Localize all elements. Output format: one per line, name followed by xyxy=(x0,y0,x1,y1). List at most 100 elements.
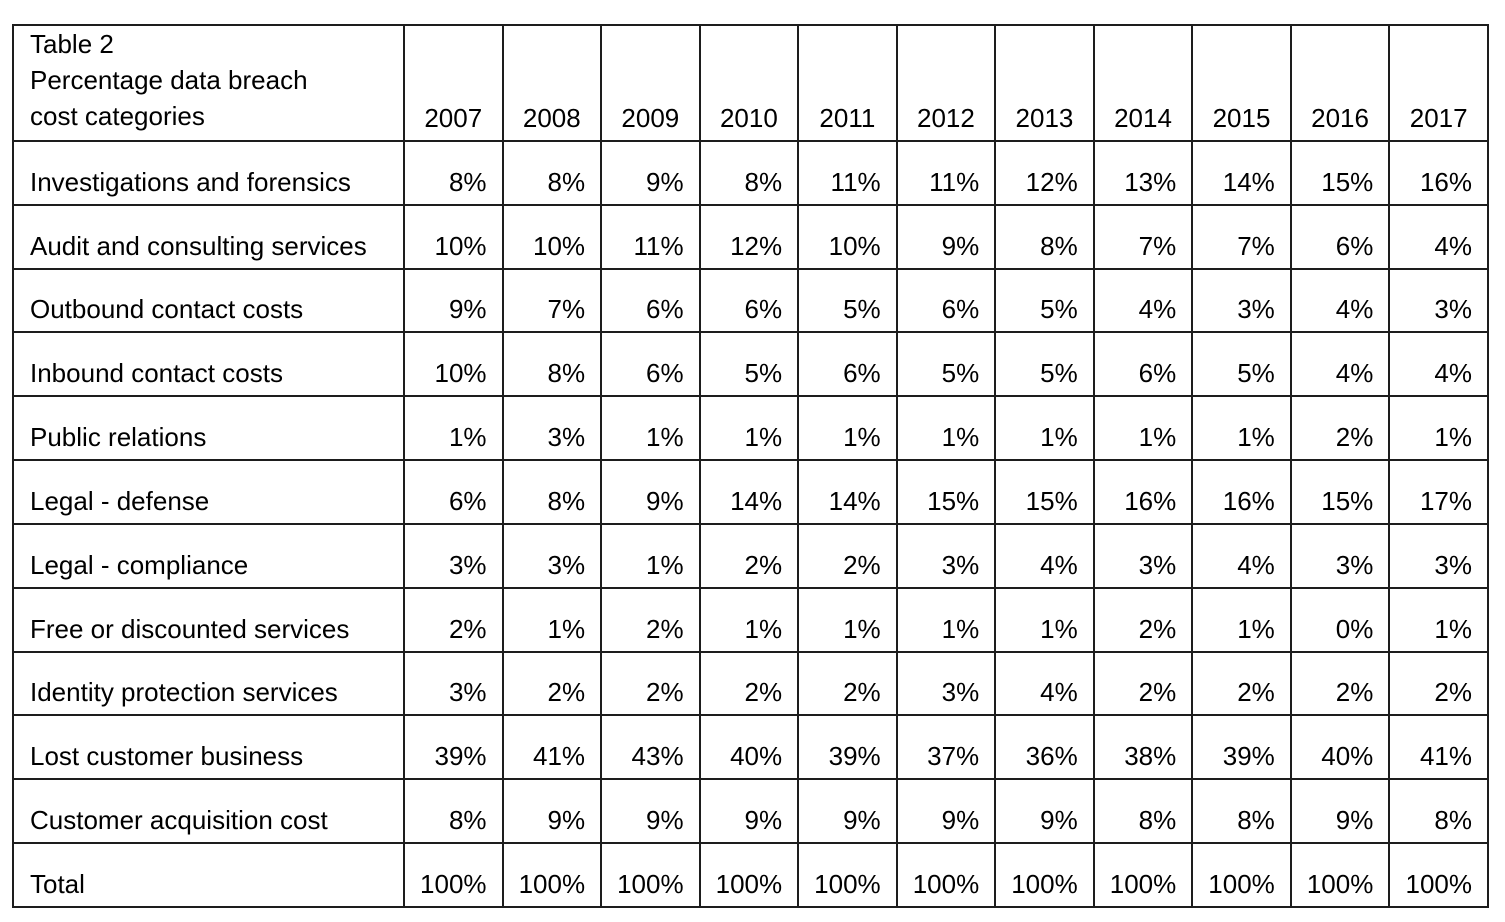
cell-value: 6% xyxy=(600,267,701,334)
cell-value: 7% xyxy=(501,267,603,334)
cell-value: 5% xyxy=(994,331,1095,398)
cell-value: 9% xyxy=(895,778,997,845)
table-row: Identity protection services 3% 2% 2% 2% 2% 3%… xyxy=(12,650,1489,717)
cell-value: 9% xyxy=(895,203,997,270)
cell-value: 8% xyxy=(1388,778,1489,845)
cell-value: 4% xyxy=(994,522,1095,589)
cell-value: 9% xyxy=(501,778,603,845)
table-row: Legal - compliance 3% 3% 1% 2% 2% 3% 4% 3% 4% 3% 3% xyxy=(12,522,1489,589)
cell-value: 1% xyxy=(1191,395,1292,462)
cell-value: 100% xyxy=(1092,842,1194,908)
column-header-2013: 2013 xyxy=(994,24,1095,142)
cell-value: 12% xyxy=(698,203,800,270)
table-row: Inbound contact costs 10% 8% 6% 5% 6% 5% 5% 6% 5%… xyxy=(12,331,1489,398)
cell-value: 4% xyxy=(1388,203,1489,270)
cell-value: 2% xyxy=(1289,395,1391,462)
cell-value: 40% xyxy=(698,714,800,781)
cell-value: 8% xyxy=(1092,778,1194,845)
cell-value: 41% xyxy=(1388,714,1489,781)
cell-value: 1% xyxy=(994,395,1095,462)
cell-value: 100% xyxy=(994,842,1095,908)
cell-value: 1% xyxy=(698,586,800,653)
cell-value: 2% xyxy=(797,522,898,589)
row-label: Legal - compliance xyxy=(12,522,405,589)
cell-value: 3% xyxy=(895,522,997,589)
column-header-2010: 2010 xyxy=(698,24,800,142)
column-header-2008: 2008 xyxy=(501,24,603,142)
cell-value: 9% xyxy=(1289,778,1391,845)
row-label: Identity protection services xyxy=(12,650,405,717)
row-label: Lost customer business xyxy=(12,714,405,781)
cell-value: 36% xyxy=(994,714,1095,781)
cell-value: 3% xyxy=(1092,522,1194,589)
cell-value: 8% xyxy=(403,140,504,206)
cell-value: 5% xyxy=(994,267,1095,334)
column-header-2015: 2015 xyxy=(1191,24,1292,142)
cell-value: 5% xyxy=(698,331,800,398)
cell-value: 11% xyxy=(797,140,898,206)
cell-value: 9% xyxy=(797,778,898,845)
cell-value: 1% xyxy=(1388,395,1489,462)
cell-value: 1% xyxy=(1388,586,1489,653)
row-label: Total xyxy=(12,842,405,908)
cell-value: 1% xyxy=(797,395,898,462)
cell-value: 8% xyxy=(1191,778,1292,845)
row-label: Inbound contact costs xyxy=(12,331,405,398)
cell-value: 2% xyxy=(698,522,800,589)
cell-value: 9% xyxy=(403,267,504,334)
cell-value: 100% xyxy=(1289,842,1391,908)
cell-value: 4% xyxy=(1092,267,1194,334)
cell-value: 40% xyxy=(1289,714,1391,781)
cell-value: 3% xyxy=(1191,267,1292,334)
row-label: Free or discounted services xyxy=(12,586,405,653)
cell-value: 1% xyxy=(1092,395,1194,462)
cell-value: 9% xyxy=(698,778,800,845)
cell-value: 10% xyxy=(403,331,504,398)
cell-value: 2% xyxy=(501,650,603,717)
cell-value: 3% xyxy=(501,395,603,462)
table-title-line-2: Percentage data breach xyxy=(30,65,308,95)
table-title: Table 2 Percentage data breach cost cate… xyxy=(12,24,405,142)
cell-value: 6% xyxy=(698,267,800,334)
column-header-2011: 2011 xyxy=(797,24,898,142)
row-label: Public relations xyxy=(12,395,405,462)
cell-value: 38% xyxy=(1092,714,1194,781)
cell-value: 1% xyxy=(698,395,800,462)
cell-value: 3% xyxy=(403,650,504,717)
cell-value: 4% xyxy=(1289,267,1391,334)
table-row: Audit and consulting services 10% 10% 11% 12… xyxy=(12,203,1489,270)
cell-value: 5% xyxy=(797,267,898,334)
cell-value: 9% xyxy=(994,778,1095,845)
header-row: Table 2 Percentage data breach cost cate… xyxy=(12,24,1489,142)
cell-value: 10% xyxy=(403,203,504,270)
cell-value: 4% xyxy=(1289,331,1391,398)
cell-value: 0% xyxy=(1289,586,1391,653)
cell-value: 100% xyxy=(797,842,898,908)
cell-value: 1% xyxy=(600,522,701,589)
cell-value: 6% xyxy=(797,331,898,398)
cell-value: 14% xyxy=(698,459,800,525)
cell-value: 13% xyxy=(1092,140,1194,206)
table-row: Customer acquisition cost 8% 9% 9% 9% 9% 9% 9% 8… xyxy=(12,778,1489,845)
cell-value: 1% xyxy=(994,586,1095,653)
cell-value: 3% xyxy=(895,650,997,717)
cell-value: 1% xyxy=(600,395,701,462)
cell-value: 9% xyxy=(600,459,701,525)
cell-value: 14% xyxy=(1191,140,1292,206)
cell-value: 3% xyxy=(1388,522,1489,589)
cell-value: 4% xyxy=(994,650,1095,717)
cell-value: 6% xyxy=(895,267,997,334)
column-header-2009: 2009 xyxy=(600,24,701,142)
cell-value: 15% xyxy=(1289,140,1391,206)
table-row: Legal - defense 6% 8% 9% 14% 14% 15% 15% 16% 16% 1… xyxy=(12,459,1489,525)
cell-value: 1% xyxy=(895,395,997,462)
row-label: Customer acquisition cost xyxy=(12,778,405,845)
table-row: Lost customer business 39% 41% 43% 40% 39% 37%… xyxy=(12,714,1489,781)
table-row: Investigations and forensics 8% 8% 9% 8% 11% 1… xyxy=(12,140,1489,206)
cell-value: 2% xyxy=(1092,650,1194,717)
cell-value: 11% xyxy=(600,203,701,270)
cell-value: 8% xyxy=(501,331,603,398)
cell-value: 3% xyxy=(403,522,504,589)
row-label: Outbound contact costs xyxy=(12,267,405,334)
cell-value: 2% xyxy=(1388,650,1489,717)
